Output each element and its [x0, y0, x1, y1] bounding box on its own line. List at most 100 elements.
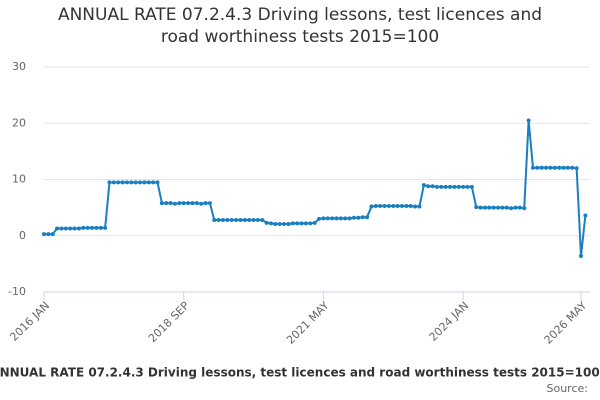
y-tick-label: 0: [19, 229, 26, 242]
data-point: [448, 184, 453, 189]
data-point: [116, 180, 121, 185]
data-point: [111, 180, 116, 185]
data-point: [129, 180, 134, 185]
data-point: [85, 225, 90, 230]
data-point: [55, 226, 60, 231]
data-point: [159, 201, 164, 206]
data-point: [229, 218, 234, 222]
data-point: [439, 184, 444, 189]
data-point: [194, 201, 199, 206]
data-point: [426, 184, 431, 189]
data-point: [330, 216, 335, 221]
data-point: [356, 215, 361, 220]
data-point: [282, 221, 287, 226]
data-point: [94, 225, 99, 230]
data-point: [430, 184, 435, 189]
data-point: [168, 201, 173, 206]
x-tick-label: 2018 SEP: [146, 299, 192, 345]
data-point: [290, 221, 295, 226]
data-point: [207, 201, 212, 206]
data-point: [513, 205, 518, 210]
data-point: [225, 218, 230, 222]
data-point: [238, 218, 243, 222]
source-label: Source:: [547, 382, 589, 395]
data-point: [251, 218, 256, 222]
x-tick-label: 2016 JAN: [7, 299, 52, 344]
data-point: [164, 201, 169, 206]
data-point: [400, 203, 404, 208]
data-point: [76, 226, 81, 231]
data-point: [46, 232, 51, 237]
data-point: [461, 184, 466, 189]
data-point: [90, 225, 95, 230]
data-point: [177, 201, 182, 206]
data-point: [373, 203, 378, 208]
data-point: [570, 165, 575, 170]
data-point: [212, 218, 217, 222]
data-point: [509, 206, 514, 211]
data-point: [103, 225, 108, 230]
data-point: [530, 165, 535, 170]
data-point: [120, 180, 125, 185]
data-point: [539, 165, 544, 170]
data-point: [42, 232, 46, 237]
data-point: [234, 218, 239, 222]
data-point: [269, 221, 274, 226]
data-point: [456, 184, 461, 189]
x-tick-label: 2026 MAY: [542, 299, 590, 347]
data-point: [535, 165, 540, 170]
data-point: [552, 165, 557, 170]
data-point: [334, 216, 339, 221]
data-point: [395, 203, 400, 208]
data-point: [504, 205, 509, 210]
data-point: [574, 166, 579, 171]
y-tick-label: 30: [12, 60, 26, 73]
y-tick-label: 10: [12, 173, 26, 186]
data-point: [487, 205, 492, 210]
data-point: [408, 203, 413, 208]
data-point: [557, 165, 562, 170]
data-point: [155, 180, 160, 185]
data-point: [561, 165, 566, 170]
data-point: [277, 221, 282, 226]
data-point: [360, 215, 365, 220]
data-point: [63, 226, 68, 231]
data-point: [138, 180, 143, 185]
data-point: [81, 225, 86, 230]
data-point: [434, 184, 439, 189]
data-point: [369, 204, 374, 209]
data-point: [260, 218, 265, 222]
data-point: [500, 205, 505, 210]
data-point: [199, 201, 204, 206]
data-point: [151, 180, 156, 185]
data-point: [303, 221, 308, 226]
chart-footer: ANNUAL RATE 07.2.4.3 Driving lessons, te…: [0, 366, 600, 380]
data-point: [474, 205, 479, 210]
data-point: [247, 218, 252, 222]
y-tick-label: -10: [8, 285, 26, 298]
data-point: [142, 180, 147, 185]
data-point: [517, 205, 522, 210]
data-point: [50, 232, 55, 237]
data-point: [378, 203, 383, 208]
x-tick-label: 2024 JAN: [427, 299, 472, 344]
data-point: [273, 221, 278, 226]
data-point: [146, 180, 151, 185]
data-point: [465, 184, 470, 189]
data-point: [404, 203, 409, 208]
data-point: [421, 183, 426, 188]
data-point: [386, 203, 391, 208]
data-point: [338, 216, 343, 221]
data-point: [124, 180, 129, 185]
data-point: [317, 216, 322, 221]
data-point: [443, 184, 448, 189]
data-point: [172, 201, 177, 206]
data-point: [579, 254, 583, 258]
data-point: [299, 221, 304, 226]
data-point: [526, 118, 531, 123]
data-point: [452, 184, 457, 189]
data-point: [583, 213, 588, 218]
data-point: [365, 215, 370, 220]
